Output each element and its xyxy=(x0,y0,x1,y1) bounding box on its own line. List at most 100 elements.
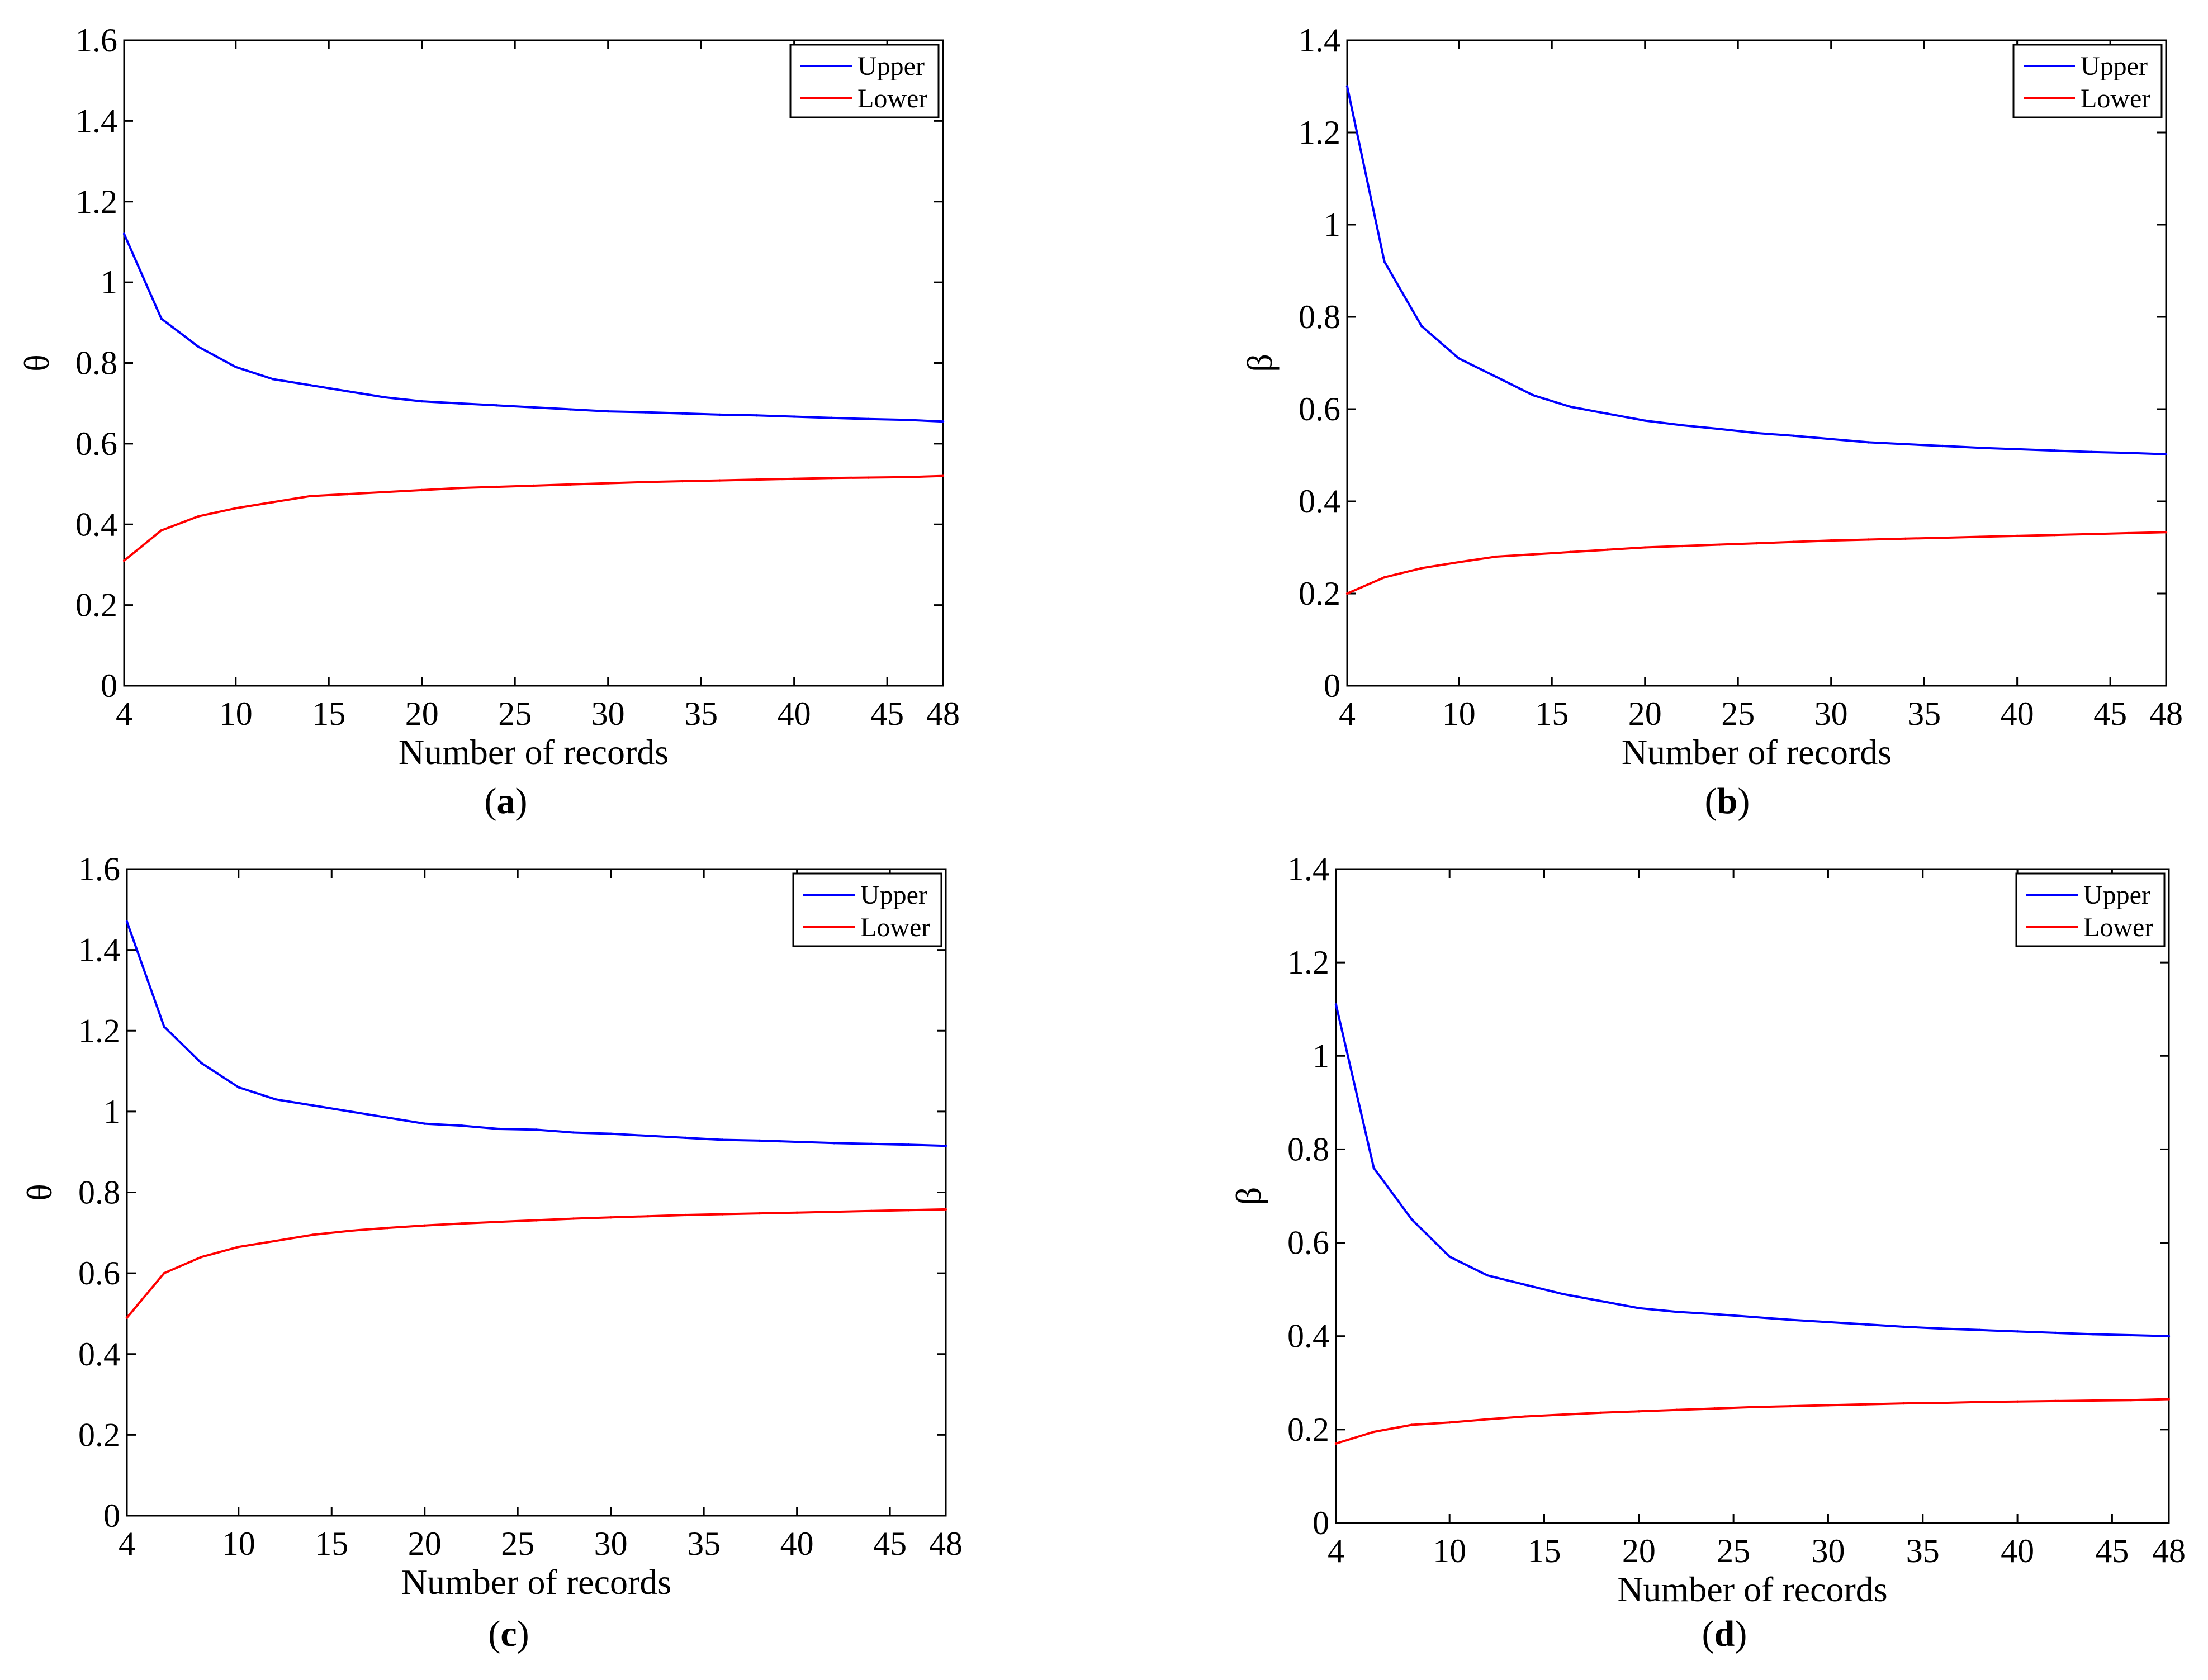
data-point-upper xyxy=(423,1122,426,1125)
x-tick-label: 35 xyxy=(1906,1532,1940,1569)
data-point-lower xyxy=(684,1213,687,1217)
data-point-lower xyxy=(1486,1418,1489,1421)
data-point-upper xyxy=(386,1116,389,1119)
x-tick-label: 4 xyxy=(1339,695,1356,732)
y-tick-label: 1 xyxy=(1324,206,1340,243)
data-point-lower xyxy=(309,495,312,497)
x-tick-label: 45 xyxy=(873,1525,907,1562)
data-point-lower xyxy=(793,477,795,480)
chart-panel-d: 4 10 15 20 25 30 35 40 45 48 0 0.2 0.4 0.6 0.8 1 1.2 1.4 N… xyxy=(1229,851,2186,1654)
data-point-lower xyxy=(718,479,721,482)
data-point-lower xyxy=(1569,550,1572,553)
data-point-upper xyxy=(2167,1335,2171,1337)
x-axis-label: Number of records xyxy=(401,1562,671,1602)
data-point-lower xyxy=(1448,1421,1451,1424)
data-point-lower xyxy=(1681,544,1684,548)
data-point-lower xyxy=(1789,1404,1792,1408)
x-tick-label: 40 xyxy=(780,1525,814,1562)
data-point-upper xyxy=(383,396,386,399)
y-tick-label: 0.2 xyxy=(1287,1411,1329,1448)
data-point-lower xyxy=(2054,1399,2057,1403)
y-tick-label: 0 xyxy=(103,1497,120,1534)
y-tick-label: 0.4 xyxy=(75,506,117,543)
data-point-upper xyxy=(1383,260,1386,263)
x-tick-label: 35 xyxy=(687,1525,721,1562)
data-point-lower xyxy=(1940,1402,1943,1404)
x-tick-label: 20 xyxy=(408,1525,442,1562)
caption-close-paren: ) xyxy=(1735,1613,1747,1654)
data-point-lower xyxy=(1675,1408,1678,1411)
y-tick-label: 1.6 xyxy=(75,22,117,59)
y-axis-label: θ xyxy=(17,354,56,372)
data-point-upper xyxy=(944,1145,947,1147)
y-axis-label: θ xyxy=(20,1184,59,1201)
x-tick-label: 25 xyxy=(498,695,532,732)
y-tick-label: 0.6 xyxy=(75,425,117,462)
y-tick-label: 1.6 xyxy=(78,851,120,888)
y-tick-label: 0.6 xyxy=(1287,1225,1329,1261)
data-point-upper xyxy=(163,1025,165,1028)
data-point-upper xyxy=(1495,376,1498,378)
caption-letter: b xyxy=(1717,781,1738,822)
data-point-upper xyxy=(1532,394,1535,397)
x-tick-label: 10 xyxy=(1442,695,1476,732)
legend-label-upper: Upper xyxy=(860,880,927,910)
data-point-lower xyxy=(1941,536,1944,539)
data-point-lower xyxy=(386,1226,389,1230)
data-point-upper xyxy=(1372,1166,1375,1170)
data-point-lower xyxy=(1643,546,1646,549)
data-point-upper xyxy=(1457,357,1460,360)
legend-label-lower: Lower xyxy=(2083,913,2153,942)
data-point-upper xyxy=(1599,1299,1603,1303)
data-point-upper xyxy=(1755,431,1758,435)
data-point-upper xyxy=(349,1110,352,1113)
chart-panel-b: 4 10 15 20 25 30 35 40 45 48 0 0.2 0.4 0.6 0.8 1 1.2 1.4 N… xyxy=(1240,22,2183,822)
x-tick-label: 45 xyxy=(2095,1532,2129,1569)
data-point-lower xyxy=(274,1240,277,1242)
data-point-lower xyxy=(1410,1423,1413,1426)
data-point-lower xyxy=(1420,567,1423,570)
data-point-lower xyxy=(1383,576,1386,579)
caption-letter: a xyxy=(497,781,515,822)
plot-frame xyxy=(1346,39,2167,687)
data-point-upper xyxy=(2090,450,2093,453)
data-point-lower xyxy=(644,481,647,483)
legend: Upper Lower xyxy=(789,44,940,118)
data-point-lower xyxy=(1867,538,1870,541)
data-point-upper xyxy=(1978,1328,1981,1332)
data-point-lower xyxy=(497,1221,501,1223)
data-point-lower xyxy=(1978,1401,1981,1403)
x-axis-label: Number of records xyxy=(399,732,669,772)
caption-open-paren: ( xyxy=(1705,781,1717,822)
data-point-lower xyxy=(346,492,349,496)
data-point-lower xyxy=(904,476,907,478)
data-point-upper xyxy=(833,1142,836,1145)
data-point-lower xyxy=(1830,539,1832,542)
data-point-upper xyxy=(2164,453,2168,456)
data-point-lower xyxy=(569,483,572,486)
data-point-lower xyxy=(1792,540,1795,543)
data-point-lower xyxy=(609,1216,612,1219)
data-point-upper xyxy=(1681,424,1684,427)
x-tick-label: 20 xyxy=(405,695,439,732)
y-tick-label: 0.2 xyxy=(78,1416,120,1453)
data-point-lower xyxy=(532,484,535,487)
data-point-lower xyxy=(941,474,945,477)
panel-caption: (d) xyxy=(1702,1613,1747,1654)
x-tick-label: 30 xyxy=(594,1525,628,1562)
data-point-lower xyxy=(1713,1407,1716,1410)
x-tick-label: 15 xyxy=(315,1525,348,1562)
y-tick-label: 1.4 xyxy=(1287,851,1329,888)
data-point-upper xyxy=(535,1128,538,1131)
caption-letter: d xyxy=(1714,1613,1735,1654)
data-point-lower xyxy=(2090,533,2093,535)
data-point-lower xyxy=(1524,1415,1527,1418)
data-point-lower xyxy=(867,476,870,479)
data-point-lower xyxy=(2164,531,2168,534)
data-point-lower xyxy=(572,1217,575,1220)
data-point-lower xyxy=(607,482,609,485)
x-tick-label: 4 xyxy=(119,1525,135,1562)
caption-letter: c xyxy=(500,1613,517,1654)
y-tick-label: 1 xyxy=(101,264,117,301)
